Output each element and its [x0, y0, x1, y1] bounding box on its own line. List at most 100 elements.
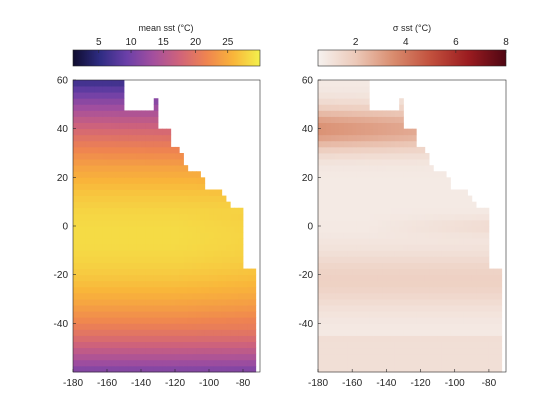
heatmap-cell: [247, 353, 252, 361]
heatmap-cell: [73, 122, 78, 130]
heatmap-cell: [488, 365, 494, 373]
heatmap-cell: [360, 311, 366, 318]
heatmap-cell: [373, 146, 379, 154]
heatmap-cell: [343, 189, 349, 196]
heatmap-cell: [382, 134, 387, 142]
heatmap-cell: [394, 250, 400, 257]
heatmap-cell: [102, 232, 108, 239]
heatmap-cell: [441, 256, 447, 263]
heatmap-cell: [429, 189, 434, 196]
heatmap-cell: [115, 110, 121, 117]
heatmap-cell: [192, 189, 197, 196]
heatmap-cell: [85, 323, 91, 330]
heatmap-cell: [132, 207, 138, 215]
heatmap-cell: [497, 341, 503, 349]
heatmap-cell: [149, 335, 155, 342]
heatmap-cell: [399, 250, 404, 257]
heatmap-cell: [230, 329, 235, 336]
heatmap-cell: [326, 226, 332, 233]
heatmap-cell: [407, 353, 413, 361]
heatmap-cell: [437, 262, 443, 269]
heatmap-cell: [343, 317, 349, 324]
heatmap-cell: [170, 171, 176, 178]
heatmap-cell: [335, 177, 340, 184]
heatmap-cell: [424, 305, 430, 312]
heatmap-cell: [115, 92, 121, 99]
heatmap-cell: [330, 323, 336, 330]
heatmap-cell: [124, 274, 129, 282]
heatmap-cell: [115, 171, 121, 178]
heatmap-cell: [107, 122, 112, 130]
heatmap-cell: [136, 292, 142, 300]
heatmap-cell: [81, 365, 87, 373]
heatmap-cell: [204, 286, 210, 294]
heatmap-cell: [221, 232, 227, 239]
heatmap-cell: [459, 232, 464, 239]
heatmap-cell: [187, 292, 193, 300]
heatmap-cell: [322, 92, 327, 99]
heatmap-cell: [111, 280, 116, 288]
heatmap-cell: [429, 323, 434, 330]
heatmap-cell: [330, 226, 336, 233]
heatmap-cell: [441, 177, 447, 184]
heatmap-cell: [493, 335, 498, 342]
heatmap-cell: [166, 159, 172, 166]
heatmap-cell: [115, 165, 121, 172]
heatmap-cell: [420, 280, 426, 288]
heatmap-cell: [94, 238, 99, 245]
heatmap-cell: [437, 244, 443, 251]
heatmap-cell: [192, 274, 197, 282]
heatmap-cell: [136, 347, 142, 355]
heatmap-cell: [238, 274, 244, 282]
heatmap-cell: [102, 323, 108, 330]
heatmap-cell: [132, 317, 138, 324]
heatmap-cell: [322, 110, 327, 117]
heatmap-cell: [433, 365, 439, 373]
heatmap-cell: [238, 299, 244, 306]
heatmap-cell: [322, 353, 327, 361]
heatmap-cell: [102, 80, 108, 87]
heatmap-cell: [382, 353, 387, 361]
heatmap-cell: [352, 116, 357, 123]
heatmap-cell: [382, 244, 387, 251]
x-tick-label: -100: [445, 378, 465, 389]
heatmap-cell: [73, 329, 78, 336]
heatmap-cell: [158, 359, 163, 367]
heatmap-cell: [145, 365, 150, 373]
heatmap-cell: [77, 195, 82, 203]
heatmap-cell: [437, 280, 443, 288]
heatmap-cell: [102, 159, 108, 166]
heatmap-cell: [488, 347, 494, 355]
heatmap-cell: [153, 341, 159, 349]
heatmap-cell: [322, 317, 327, 324]
heatmap-cell: [343, 165, 349, 172]
heatmap-cell: [429, 165, 434, 172]
heatmap-cell: [433, 317, 439, 324]
heatmap-cell: [234, 329, 240, 336]
heatmap-cell: [98, 128, 104, 136]
heatmap-cell: [187, 323, 193, 330]
heatmap-cell: [98, 86, 104, 93]
colorbar-tick-label: 5: [96, 37, 102, 48]
heatmap-cell: [437, 353, 443, 361]
heatmap-cell: [403, 134, 409, 142]
heatmap-cell: [107, 213, 112, 221]
heatmap-cell: [179, 341, 184, 349]
heatmap-cell: [450, 365, 456, 373]
heatmap-cell: [179, 280, 184, 288]
heatmap-cell: [209, 311, 214, 318]
heatmap-cell: [318, 98, 323, 105]
heatmap-cell: [488, 323, 494, 330]
heatmap-cell: [153, 201, 159, 209]
heatmap-cell: [407, 201, 413, 209]
heatmap-cell: [360, 280, 366, 288]
heatmap-cell: [369, 122, 374, 130]
heatmap-cell: [149, 213, 155, 221]
heatmap-cell: [412, 128, 417, 136]
heatmap-cell: [412, 165, 417, 172]
heatmap-cell: [322, 274, 327, 282]
heatmap-cell: [407, 262, 413, 269]
heatmap-cell: [115, 104, 121, 111]
heatmap-cell: [230, 341, 235, 349]
heatmap-cell: [145, 341, 150, 349]
